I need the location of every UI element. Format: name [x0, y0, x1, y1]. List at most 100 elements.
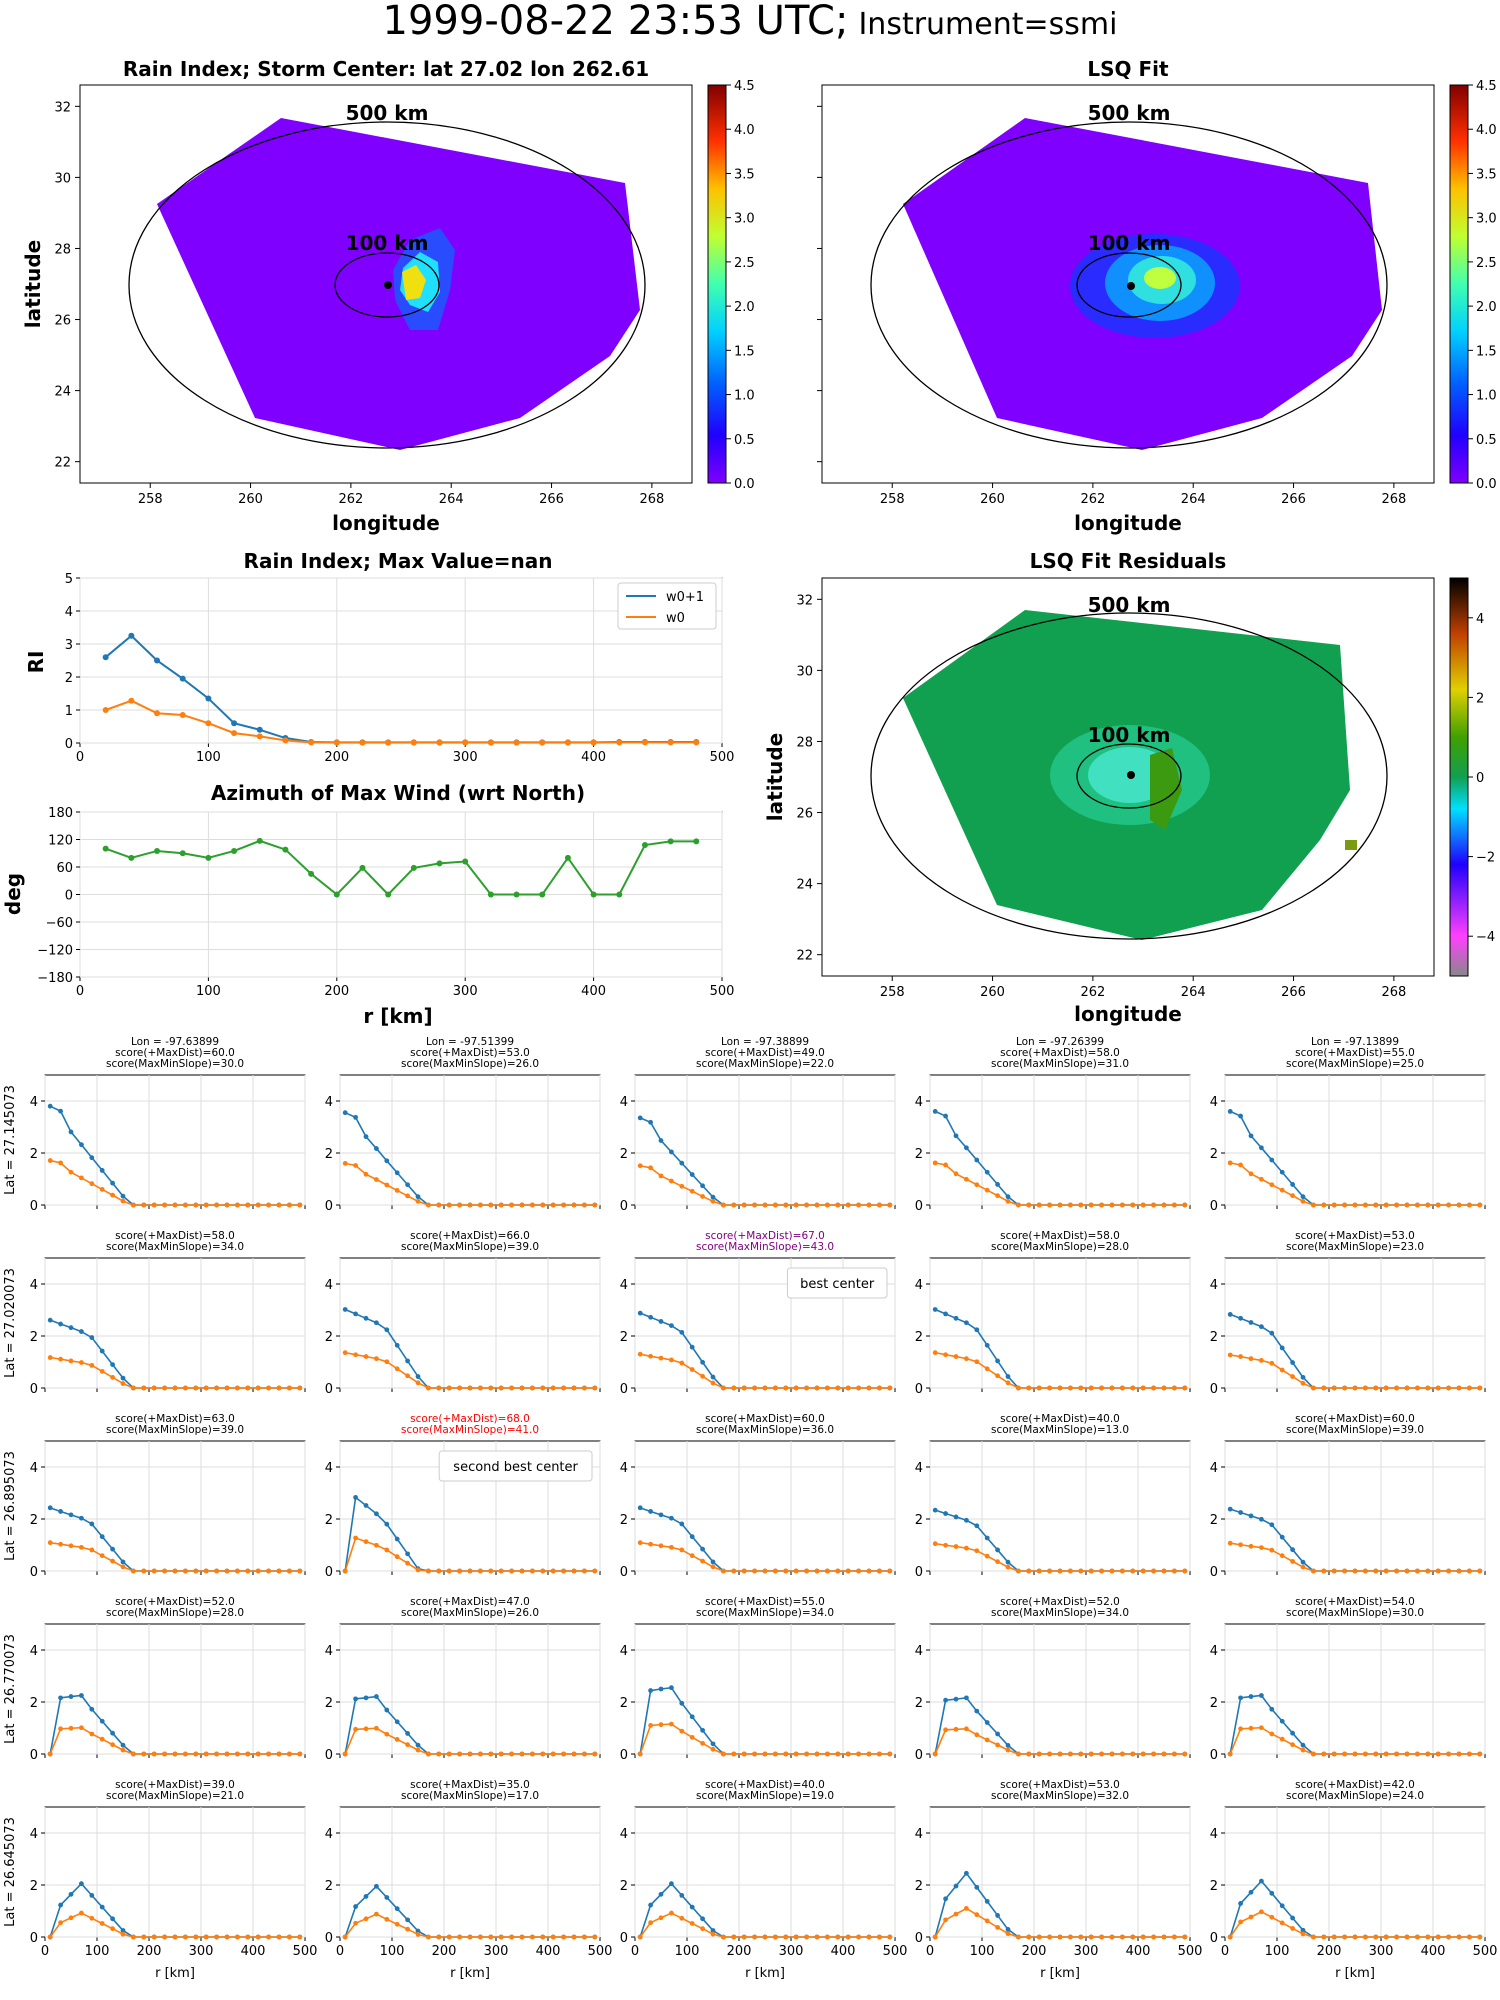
- panel-title-line: Lon = -97.13899: [1311, 1036, 1399, 1048]
- data-point: [530, 1751, 535, 1757]
- data-point: [58, 1902, 63, 1908]
- data-point: [513, 739, 520, 746]
- data-point: [1415, 1385, 1420, 1391]
- data-point: [394, 1342, 400, 1348]
- panel-xlabel: r [km]: [155, 1966, 195, 1981]
- center-panel: score(+MaxDist)=63.0score(MaxMinSlope)=3…: [3, 1413, 306, 1580]
- ytick-label: 4: [30, 1827, 38, 1842]
- data-point: [79, 1881, 84, 1887]
- data-point: [128, 854, 135, 861]
- colorbar-tick-label: 1.5: [734, 344, 755, 359]
- data-point: [436, 1385, 442, 1391]
- ytick-label: 0: [620, 1565, 628, 1580]
- data-point: [1088, 1568, 1094, 1574]
- data-point: [1269, 1157, 1275, 1163]
- data-point: [426, 1568, 431, 1574]
- data-point: [1120, 1751, 1125, 1757]
- center-panel: score(+MaxDist)=67.0score(MaxMinSlope)=4…: [620, 1230, 896, 1397]
- panel-title-line: score(+MaxDist)=58.0: [1000, 1230, 1120, 1242]
- data-point: [47, 1103, 53, 1109]
- data-point: [363, 1171, 369, 1177]
- data-point: [509, 1934, 514, 1940]
- data-point: [590, 739, 597, 746]
- xtick-label: 300: [1369, 1944, 1394, 1959]
- ytick-label: 180: [48, 806, 73, 821]
- data-point: [995, 1358, 1000, 1364]
- data-point: [943, 1697, 948, 1703]
- data-point: [1259, 1145, 1264, 1151]
- data-point: [193, 1751, 199, 1757]
- data-point: [592, 1202, 598, 1208]
- resid-y-ticks: 22 24 26 28 30 32: [796, 593, 822, 964]
- data-point: [179, 711, 186, 718]
- colorbar-tick-label: 2.5: [734, 256, 755, 271]
- data-point: [436, 1934, 442, 1940]
- panel-title-line: score(+MaxDist)=52.0: [1000, 1596, 1120, 1608]
- data-point: [995, 1742, 1000, 1748]
- ytick-label: 0: [620, 1748, 628, 1763]
- data-point: [825, 1568, 830, 1574]
- data-point: [1227, 1109, 1233, 1114]
- data-point: [943, 1917, 948, 1923]
- data-point: [804, 1385, 809, 1391]
- panel-title-line: score(+MaxDist)=52.0: [115, 1596, 235, 1608]
- data-point: [1383, 1568, 1389, 1574]
- plot-axes: [44, 1257, 306, 1389]
- panel-title-line: score(+MaxDist)=60.0: [1295, 1413, 1415, 1425]
- data-point: [342, 1161, 348, 1166]
- data-point: [141, 1385, 147, 1391]
- data-point: [266, 1934, 271, 1940]
- map-xtick-label: 268: [1381, 985, 1406, 1000]
- data-point: [68, 1915, 74, 1921]
- panel-title-line: score(MaxMinSlope)=34.0: [106, 1241, 244, 1253]
- data-point: [509, 1385, 514, 1391]
- data-point: [58, 1509, 63, 1514]
- data-point: [669, 1515, 674, 1521]
- ytick-label: −180: [37, 971, 73, 986]
- data-point: [1269, 1731, 1275, 1737]
- data-point: [731, 1202, 737, 1208]
- ytick-label: 4: [620, 1644, 628, 1659]
- data-point: [1172, 1202, 1177, 1208]
- data-point: [172, 1202, 178, 1208]
- xtick-label: 200: [727, 1944, 752, 1959]
- data-point: [932, 1541, 938, 1547]
- center-panel: Lon = -97.13899score(+MaxDist)=55.0score…: [1210, 1036, 1486, 1214]
- data-point: [478, 1568, 483, 1574]
- data-point: [825, 1934, 830, 1940]
- data-point: [679, 1183, 685, 1189]
- data-point: [793, 1751, 799, 1757]
- data-point: [363, 1695, 369, 1701]
- data-point: [793, 1934, 799, 1940]
- data-point: [214, 1751, 220, 1757]
- ytick-label: 0: [915, 1931, 923, 1946]
- data-point: [1404, 1751, 1410, 1757]
- data-point: [47, 1317, 53, 1323]
- fit-colorbar-ticks: 0.0 0.5 1.0 1.5 2.0 2.5 3.0 3.5 4.0 4.5: [1468, 79, 1497, 492]
- ytick-label: 0: [30, 1199, 38, 1214]
- ytick-label: 0: [1210, 1748, 1218, 1763]
- data-point: [120, 1375, 126, 1381]
- data-point: [1016, 1385, 1021, 1391]
- map-ytick-label: 32: [796, 593, 813, 608]
- data-point: [1005, 1380, 1011, 1386]
- data-point: [1300, 1194, 1306, 1200]
- ytick-label: 1: [65, 704, 73, 719]
- data-point: [658, 1915, 664, 1921]
- data-point: [353, 1352, 358, 1358]
- data-point: [964, 1545, 969, 1551]
- data-point: [79, 1329, 84, 1334]
- data-point: [1078, 1751, 1084, 1757]
- plot-axes: [634, 1806, 896, 1938]
- data-point: [128, 632, 135, 639]
- data-point: [669, 1323, 674, 1328]
- data-point: [110, 1192, 115, 1198]
- data-point: [162, 1751, 168, 1757]
- data-point: [689, 1534, 695, 1540]
- data-point: [1161, 1202, 1167, 1208]
- data-point: [866, 1202, 872, 1208]
- data-point: [571, 1385, 577, 1391]
- data-point: [1120, 1934, 1125, 1940]
- figure-title: 1999-08-22 23:53 UTC; Instrument=ssmi: [383, 0, 1118, 44]
- data-point: [58, 1108, 63, 1114]
